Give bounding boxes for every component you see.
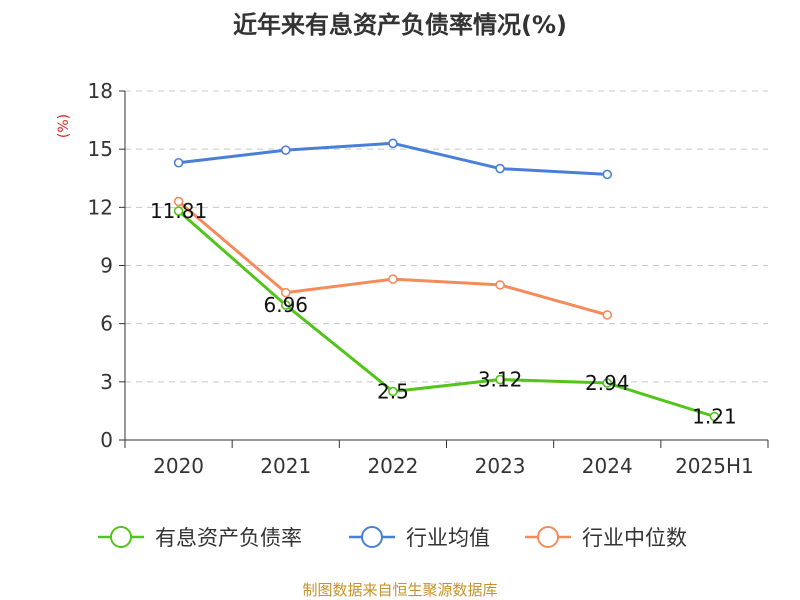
series-line: [177, 200, 608, 317]
x-tick-label: 2023: [475, 454, 526, 478]
y-axis-label: (%): [56, 114, 72, 138]
data-label: 1.21: [692, 405, 737, 429]
data-label: 2.5: [377, 380, 409, 404]
y-tick-label: 12: [88, 195, 113, 219]
data-label: 3.12: [478, 368, 523, 392]
y-tick-label: 9: [100, 254, 113, 278]
data-point: [173, 206, 184, 216]
x-tick-label: 2024: [582, 454, 633, 478]
y-tick-label: 15: [88, 137, 113, 161]
data-point: [388, 138, 398, 149]
data-label: 11.81: [150, 199, 207, 223]
data-point: [280, 145, 291, 155]
series-lines: [173, 138, 720, 422]
data-point: [495, 163, 505, 174]
legend-marker: [110, 526, 132, 548]
data-point: [388, 274, 398, 284]
legend-marker: [537, 526, 559, 548]
x-ticks: 2020 2021 2022 2023 2024 2025H1: [153, 454, 754, 478]
data-point: [280, 287, 291, 298]
y-tick-label: 3: [100, 370, 113, 394]
chart-title: 近年来有息资产负债率情况(%): [233, 11, 567, 39]
data-point: [280, 300, 291, 310]
data-point: [173, 196, 184, 207]
axes: [119, 90, 769, 448]
x-tick-label: 2025H1: [675, 454, 754, 478]
data-point: [495, 280, 505, 290]
y-tick-label: 6: [100, 312, 113, 336]
legend-item[interactable]: 行业均值: [349, 526, 490, 550]
data-label: 2.94: [585, 371, 630, 395]
x-tick-label: 2022: [367, 454, 418, 478]
legend-marker: [361, 526, 383, 548]
legend-item[interactable]: 有息资产负债率: [98, 526, 302, 550]
data-point: [388, 386, 398, 397]
data-point: [495, 374, 505, 385]
data-point: [602, 378, 613, 388]
data-labels: 11.81 6.96 2.5 3.12 2.94 1.21: [150, 199, 737, 429]
data-point: [709, 411, 720, 422]
legend-label: 行业均值: [406, 526, 490, 550]
data-point: [602, 169, 613, 180]
data-label: 6.96: [263, 293, 308, 317]
series-line: [177, 209, 715, 418]
legend-label: 有息资产负债率: [155, 526, 302, 550]
y-tick-label: 0: [100, 428, 113, 452]
data-point: [602, 310, 613, 320]
y-ticks: 0 3 6 9 12 15 18: [88, 79, 113, 452]
legend-item[interactable]: 行业中位数: [525, 526, 687, 550]
legend[interactable]: 有息资产负债率 行业均值 行业中位数: [98, 526, 687, 550]
y-tick-label: 18: [88, 79, 113, 103]
x-tick-label: 2021: [260, 454, 311, 478]
x-tick-label: 2020: [153, 454, 204, 478]
legend-label: 行业中位数: [582, 526, 687, 550]
source-note: 制图数据来自恒生聚源数据库: [302, 581, 497, 599]
grid: [125, 90, 768, 383]
data-point: [173, 157, 184, 168]
